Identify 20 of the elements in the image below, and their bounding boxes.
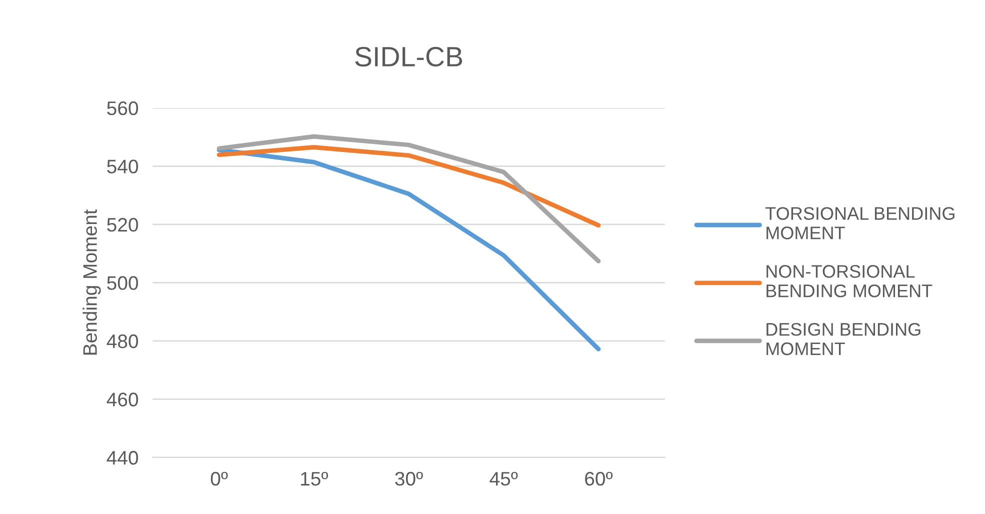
y-tick-label: 540 bbox=[107, 160, 138, 174]
x-tick-label: 60º bbox=[585, 472, 613, 486]
y-tick-label: 480 bbox=[106, 334, 138, 348]
x-tick-label: 30º bbox=[395, 472, 423, 486]
chart-title: SIDL-CB bbox=[355, 46, 462, 67]
legend-label: TORSIONAL BENDING MOMENT bbox=[766, 207, 954, 240]
x-tick-label: 15º bbox=[301, 472, 328, 486]
x-tick-label: 0º bbox=[210, 472, 228, 486]
line-series bbox=[216, 148, 601, 352]
legend-label: NON-TORSIONAL BENDING MOMENT bbox=[766, 265, 932, 298]
y-tick-label: 520 bbox=[107, 218, 138, 232]
x-tick-label: 45º bbox=[490, 472, 518, 486]
y-axis-title: Bending Moment bbox=[82, 209, 101, 355]
y-tick-label: 500 bbox=[107, 276, 138, 290]
line-series bbox=[216, 134, 601, 264]
line-series bbox=[216, 145, 601, 228]
y-tick-label: 560 bbox=[107, 101, 138, 116]
y-tick-label: 440 bbox=[106, 450, 138, 465]
y-tick-label: 460 bbox=[106, 392, 138, 406]
legend-label: DESIGN BENDING MOMENT bbox=[766, 322, 920, 356]
